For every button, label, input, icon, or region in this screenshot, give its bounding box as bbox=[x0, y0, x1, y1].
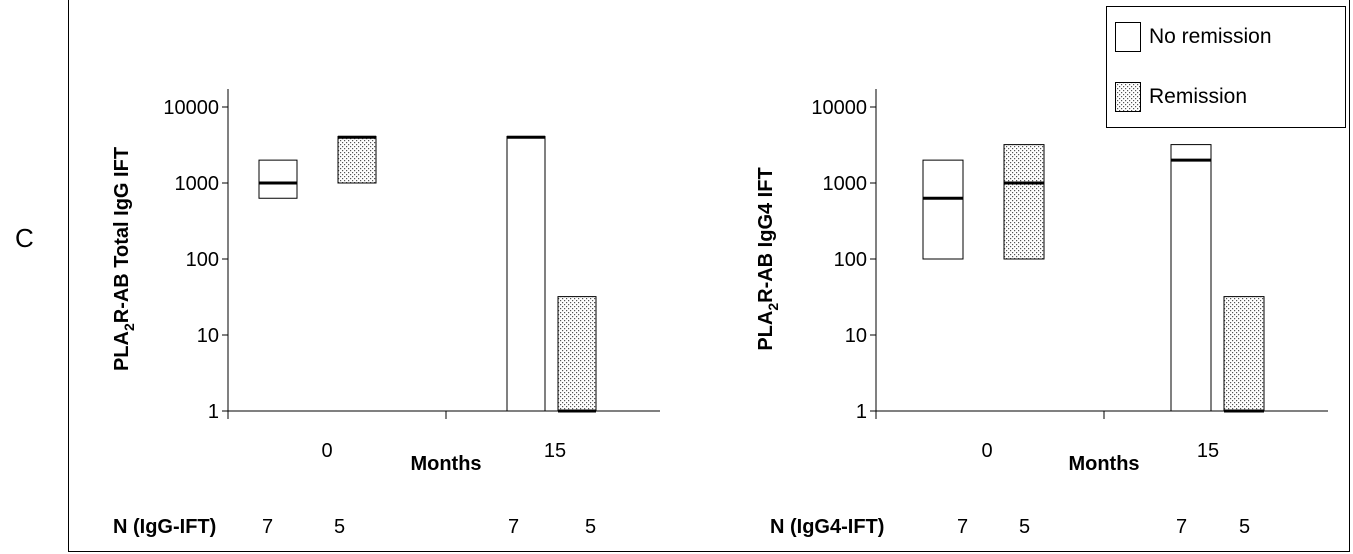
n-value: 5 bbox=[334, 516, 346, 538]
panel-label: C bbox=[15, 223, 34, 253]
figure-frame bbox=[68, 0, 1350, 552]
legend: No remission Remission bbox=[1106, 6, 1346, 128]
n-value: 5 bbox=[1239, 516, 1251, 538]
x-tick-label: 0 bbox=[321, 440, 332, 462]
x-axis-label: Months bbox=[1068, 453, 1139, 475]
n-value: 7 bbox=[262, 516, 274, 538]
legend-label: No remission bbox=[1149, 25, 1272, 48]
box-remission bbox=[337, 135, 377, 184]
x-tick-label: 15 bbox=[544, 440, 566, 462]
y-tick-label: 1 bbox=[856, 401, 867, 423]
legend-item-remission: Remission bbox=[1115, 81, 1247, 113]
n-row-label-igg4: N (IgG4-IFT) bbox=[770, 516, 885, 538]
box-no-remission bbox=[258, 159, 298, 199]
y-tick-label: 1 bbox=[208, 401, 219, 423]
y-tick-label: 100 bbox=[186, 249, 219, 271]
x-tick-label: 0 bbox=[981, 440, 992, 462]
y-tick-label: 100 bbox=[834, 249, 867, 271]
box-no-remission bbox=[506, 135, 546, 412]
box-no-remission bbox=[1170, 144, 1212, 412]
n-value: 5 bbox=[585, 516, 597, 538]
y-axis-label: PLA2R-AB IgG4 IFT bbox=[755, 167, 781, 350]
y-axis-label: PLA2R-AB Total IgG IFT bbox=[111, 147, 137, 371]
y-tick-label: 10 bbox=[845, 325, 867, 347]
box-remission bbox=[1003, 144, 1045, 260]
y-tick-label: 1000 bbox=[823, 173, 868, 195]
n-value: 5 bbox=[1019, 516, 1031, 538]
x-axis-label: Months bbox=[410, 453, 481, 475]
n-value: 7 bbox=[508, 516, 520, 538]
y-tick-label: 1000 bbox=[175, 173, 220, 195]
igg4-chart: 1 10 100 1000 10000 0 15 Months PLA2R-AB IgG4 IF… bbox=[755, 89, 1328, 475]
y-tick-label: 10 bbox=[197, 325, 219, 347]
legend-item-no-remission: No remission bbox=[1115, 21, 1272, 53]
x-tick-label: 15 bbox=[1197, 440, 1219, 462]
y-tick-label: 10000 bbox=[163, 97, 219, 119]
legend-swatch-no-remission bbox=[1115, 22, 1141, 52]
n-value: 7 bbox=[1176, 516, 1188, 538]
box-no-remission bbox=[922, 159, 964, 260]
n-value: 7 bbox=[957, 516, 969, 538]
n-row-label-igg: N (IgG-IFT) bbox=[113, 516, 217, 538]
y-tick-label: 10000 bbox=[811, 97, 867, 119]
box-remission bbox=[557, 296, 597, 412]
legend-label: Remission bbox=[1149, 85, 1248, 108]
igg-chart: 1 10 100 1000 10000 0 15 Months PLA2R-AB Total I… bbox=[111, 89, 660, 475]
box-remission bbox=[1223, 296, 1265, 412]
legend-swatch-remission bbox=[1115, 82, 1141, 112]
